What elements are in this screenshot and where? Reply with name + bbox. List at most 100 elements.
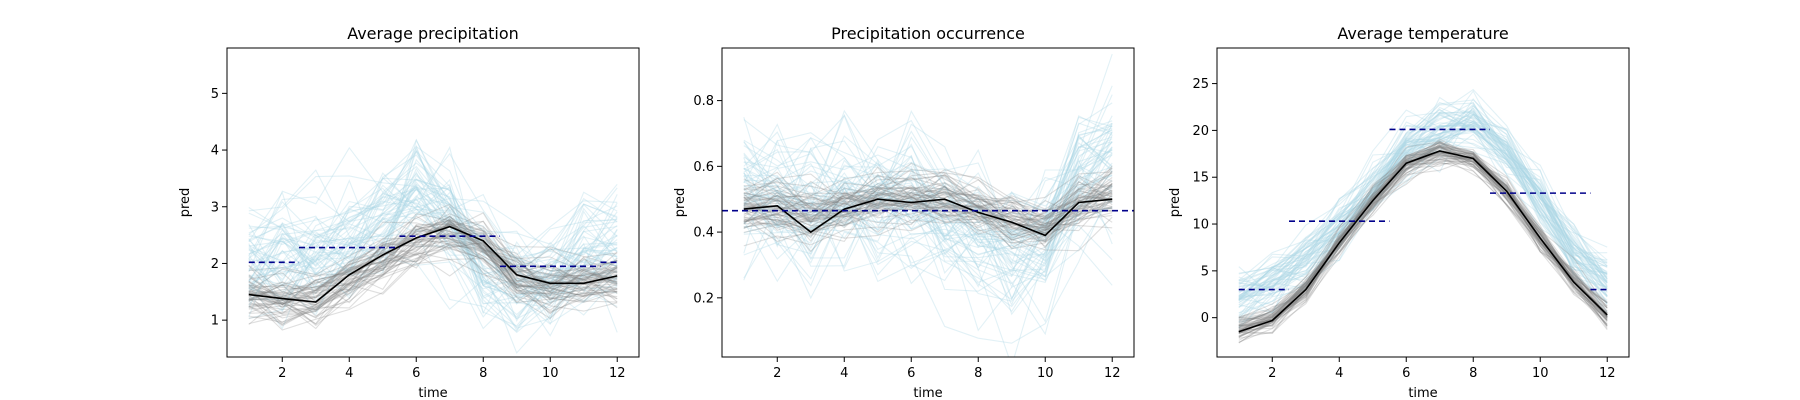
dark-ensemble-line — [743, 180, 1113, 212]
light-ensemble-line — [1238, 113, 1608, 294]
light-ensemble-line — [248, 172, 618, 322]
light-ensemble-line — [743, 182, 1113, 302]
light-ensemble-line — [743, 184, 1113, 323]
light-ensemble-line — [248, 177, 618, 276]
plot-area: 2 4 6 8 10 12 0 5 10 15 20 25 — [1192, 47, 1630, 381]
dark-ensemble-line — [743, 182, 1113, 227]
x-axis-label: time — [913, 386, 942, 400]
light-ensemble-line — [248, 187, 618, 286]
light-ensemble-line — [248, 187, 618, 297]
dark-ensemble-line — [1238, 158, 1608, 327]
light-ensemble-line — [1238, 114, 1608, 303]
x-tick-label: 12 — [1104, 366, 1121, 381]
light-ensemble-line — [743, 172, 1113, 278]
dark-ensemble-line — [1238, 153, 1608, 329]
y-tick-label: 0.8 — [693, 94, 714, 109]
dark-ensemble-line — [248, 244, 618, 311]
dark-ensemble-line — [743, 172, 1113, 222]
x-tick-label: 2 — [773, 366, 781, 381]
dark-ensemble-line — [248, 221, 618, 291]
light-ensemble-line — [1238, 122, 1608, 292]
dark-ensemble-line — [743, 187, 1113, 228]
y-tick-label: 0.6 — [693, 160, 714, 175]
light-ensemble-line — [743, 148, 1113, 268]
light-ensemble-line — [1238, 125, 1608, 287]
dark-ensemble-line — [743, 182, 1113, 231]
light-ensemble-line — [743, 165, 1113, 285]
dark-ensemble-line — [743, 187, 1113, 239]
light-ensemble-line — [1238, 112, 1608, 315]
dark-ensemble-line — [1238, 142, 1608, 320]
light-ensemble-line — [743, 130, 1113, 245]
x-axis-label: time — [418, 386, 447, 400]
dark-ensemble-line — [743, 189, 1113, 248]
light-ensemble-line — [1238, 125, 1608, 297]
x-tick-label: 6 — [907, 366, 915, 381]
light-ensemble-line — [743, 148, 1113, 241]
light-ensemble-line — [248, 187, 618, 295]
light-ensemble-line — [743, 123, 1113, 316]
light-ensemble-line — [248, 195, 618, 337]
light-ensemble-line — [743, 153, 1113, 265]
light-ensemble-line — [248, 177, 618, 329]
dark-ensemble-line — [248, 227, 618, 318]
panel-average-temperature: 2 4 6 8 10 12 0 5 10 15 20 25 Average temperature t… — [1168, 24, 1630, 400]
light-ensemble-line — [743, 139, 1113, 254]
panel-precipitation-occurrence: 2 4 6 8 10 12 0.2 0.4 0.6 0.8 Precipitation occur… — [673, 24, 1135, 400]
dark-ensemble-line — [248, 232, 618, 313]
mean-line — [248, 225, 618, 303]
dark-ensemble-line — [1238, 146, 1608, 332]
light-ensemble-line — [248, 154, 618, 305]
mean-line — [743, 198, 1113, 237]
light-ensemble-line — [743, 172, 1113, 282]
light-ensemble-line — [248, 178, 618, 291]
light-ensemble-line — [248, 191, 618, 354]
light-ensemble-line — [743, 162, 1113, 284]
dark-ensemble-line — [1238, 140, 1608, 327]
dark-ensemble-line — [1238, 147, 1608, 333]
light-ensemble-line — [743, 157, 1113, 336]
light-ensemble-line — [248, 208, 618, 333]
dark-ensemble-line — [248, 222, 618, 325]
light-ensemble-line — [743, 131, 1113, 244]
light-ensemble-line — [248, 167, 618, 318]
dark-ensemble-line — [248, 219, 618, 319]
light-ensemble-line — [1238, 111, 1608, 286]
dark-ensemble-line — [1238, 154, 1608, 344]
series-layer — [1238, 88, 1608, 344]
y-tick-label: 4 — [211, 144, 219, 159]
light-ensemble-line — [743, 146, 1113, 292]
light-ensemble-line — [248, 175, 618, 284]
light-ensemble-line — [248, 217, 618, 334]
light-ensemble-line — [1238, 108, 1608, 317]
dark-ensemble-line — [248, 249, 618, 330]
y-tick-label: 20 — [1192, 124, 1209, 139]
light-ensemble-line — [248, 228, 618, 318]
light-ensemble-line — [743, 125, 1113, 288]
dark-ensemble-line — [1238, 145, 1608, 329]
dark-ensemble-line — [1238, 154, 1608, 338]
light-ensemble-line — [248, 147, 618, 286]
light-ensemble-line — [743, 149, 1113, 243]
y-tick-label: 15 — [1192, 171, 1209, 186]
dark-ensemble-line — [743, 190, 1113, 227]
x-tick-label: 10 — [1037, 366, 1054, 381]
x-tick-label: 4 — [345, 366, 353, 381]
dark-ensemble-line — [248, 239, 618, 305]
dark-ensemble-line — [248, 219, 618, 305]
light-ensemble-line — [248, 138, 618, 304]
dark-ensemble-line — [1238, 162, 1608, 334]
dark-ensemble-line — [1238, 151, 1608, 318]
panel-title: Average precipitation — [347, 24, 519, 43]
dark-ensemble-line — [248, 232, 618, 316]
light-ensemble-line — [743, 174, 1113, 332]
light-ensemble-line — [743, 102, 1113, 239]
dark-ensemble-line — [248, 248, 618, 331]
light-ensemble-line — [248, 196, 618, 256]
dark-ensemble-line — [743, 192, 1113, 231]
light-ensemble-line — [248, 165, 618, 297]
dark-ensemble-line — [248, 240, 618, 323]
dark-ensemble-line — [743, 171, 1113, 228]
light-ensemble-line — [743, 154, 1113, 269]
